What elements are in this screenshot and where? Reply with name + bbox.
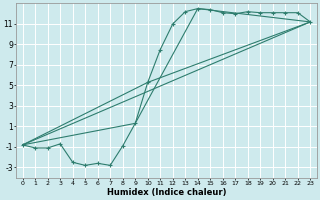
X-axis label: Humidex (Indice chaleur): Humidex (Indice chaleur) — [107, 188, 226, 197]
